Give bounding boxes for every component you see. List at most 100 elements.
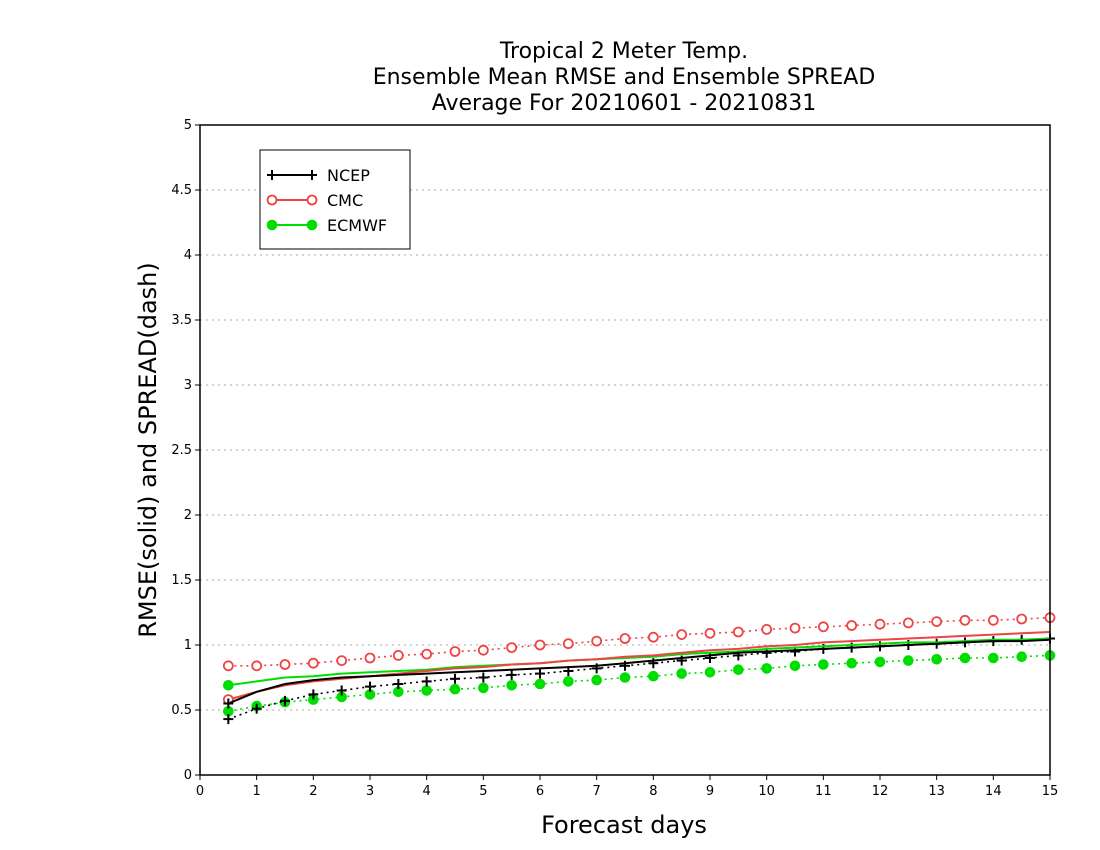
- marker-open-circle: [902, 617, 914, 629]
- y-tick-label: 4.5: [171, 183, 192, 198]
- x-tick-label: 12: [872, 784, 889, 799]
- marker-plus: [251, 703, 262, 714]
- marker-filled-circle: [591, 674, 602, 686]
- marker-plus: [280, 695, 290, 706]
- chart-title-line-3: Average For 20210601 - 20210831: [432, 91, 817, 116]
- marker-plus: [535, 668, 545, 679]
- marker-open-circle: [591, 635, 603, 647]
- gridlines: [200, 189, 1050, 711]
- marker-open-circle: [619, 633, 631, 644]
- marker-plus: [223, 698, 234, 709]
- legend-item-ncep: NCEP: [267, 166, 370, 185]
- marker-filled-circle: [676, 668, 687, 679]
- marker-filled-circle: [648, 670, 659, 682]
- marker-filled-circle: [903, 655, 914, 666]
- marker-filled-circle: [789, 660, 801, 672]
- marker-open-circle: [336, 655, 348, 666]
- marker-open-circle: [761, 624, 773, 635]
- marker-plus: [506, 669, 517, 680]
- y-tick-label: 3: [184, 378, 192, 393]
- x-tick-label: 10: [758, 784, 775, 799]
- series-ncep-rmse-line: [227, 638, 1051, 705]
- marker-open-circle: [421, 648, 433, 660]
- marker-open-circle: [306, 194, 318, 206]
- marker-filled-circle: [266, 219, 278, 231]
- y-tick-label: 0: [184, 768, 192, 783]
- marker-filled-circle: [874, 656, 886, 668]
- marker-plus: [267, 170, 277, 180]
- marker-filled-circle: [761, 663, 772, 674]
- series-ecmwf-spread-markers: [223, 650, 1056, 717]
- marker-plus: [393, 679, 404, 689]
- chart-title-line-1: Tropical 2 Meter Temp.: [499, 39, 748, 64]
- y-tick-label: 1.5: [171, 573, 192, 588]
- legend-label: CMC: [327, 191, 363, 210]
- y-tick-label: 4: [184, 248, 192, 263]
- x-tick-label: 14: [985, 784, 1002, 799]
- legend-item-cmc: CMC: [266, 191, 363, 210]
- x-tick-label: 2: [309, 784, 317, 799]
- marker-open-circle: [222, 660, 234, 672]
- marker-plus: [336, 685, 347, 696]
- marker-filled-circle: [988, 652, 999, 664]
- series-ecmwf-rmse-markers: [223, 680, 234, 691]
- y-axis-title: RMSE(solid) and SPREAD(dash): [134, 262, 162, 638]
- marker-filled-circle: [619, 672, 631, 683]
- x-tick-label: 6: [536, 784, 544, 799]
- axis-ticks: 00.511.522.533.544.550 1 2 3 4 5 6 7 8 9 10 11 12 13 1…: [171, 118, 1058, 799]
- x-tick-label: 4: [423, 784, 431, 799]
- marker-filled-circle: [306, 219, 318, 231]
- marker-open-circle: [817, 621, 829, 633]
- marker-open-circle: [392, 650, 404, 661]
- marker-open-circle: [987, 614, 999, 626]
- marker-open-circle: [1016, 613, 1028, 625]
- y-tick-label: 2.5: [171, 443, 192, 458]
- legend-item-ecmwf: ECMWF: [266, 216, 387, 235]
- marker-plus: [308, 689, 319, 700]
- marker-open-circle: [562, 638, 574, 650]
- marker-plus: [365, 681, 375, 692]
- y-tick-label: 0.5: [171, 703, 192, 718]
- marker-open-circle: [506, 642, 518, 653]
- x-axis-title: Forecast days: [541, 811, 707, 839]
- x-tick-label: 8: [649, 784, 657, 799]
- marker-open-circle: [732, 626, 744, 638]
- marker-open-circle: [676, 629, 688, 640]
- marker-open-circle: [647, 631, 659, 643]
- marker-plus: [450, 673, 460, 684]
- x-tick-label: 7: [593, 784, 601, 799]
- x-tick-label: 5: [479, 784, 487, 799]
- y-tick-label: 1: [184, 638, 192, 653]
- marker-open-circle: [874, 618, 886, 630]
- marker-filled-circle: [846, 657, 857, 669]
- marker-open-circle: [534, 639, 546, 651]
- x-tick-label: 11: [815, 784, 832, 799]
- marker-open-circle: [364, 652, 376, 664]
- marker-filled-circle: [818, 659, 829, 670]
- marker-open-circle: [789, 622, 801, 634]
- marker-open-circle: [449, 646, 461, 657]
- marker-open-circle: [477, 644, 489, 656]
- marker-plus: [421, 676, 432, 687]
- marker-filled-circle: [449, 683, 461, 695]
- y-tick-label: 5: [184, 118, 192, 133]
- y-tick-label: 3.5: [171, 313, 192, 328]
- marker-open-circle: [251, 660, 263, 672]
- x-tick-label: 1: [253, 784, 261, 799]
- chart-title-line-2: Ensemble Mean RMSE and Ensemble SPREAD: [373, 65, 876, 90]
- series-ncep-rmse-markers: [223, 698, 234, 709]
- marker-open-circle: [307, 657, 319, 669]
- marker-filled-circle: [1016, 651, 1027, 663]
- marker-filled-circle: [733, 664, 744, 676]
- series-ecmwf-spread-line: [228, 654, 1051, 713]
- y-tick-label: 2: [184, 508, 192, 523]
- marker-open-circle: [704, 627, 716, 639]
- series-cmc-spread-markers: [222, 612, 1056, 672]
- marker-open-circle: [266, 194, 278, 206]
- x-tick-label: 3: [366, 784, 374, 799]
- marker-plus: [307, 170, 317, 180]
- marker-filled-circle: [223, 680, 234, 691]
- marker-filled-circle: [534, 678, 546, 690]
- marker-filled-circle: [478, 682, 489, 694]
